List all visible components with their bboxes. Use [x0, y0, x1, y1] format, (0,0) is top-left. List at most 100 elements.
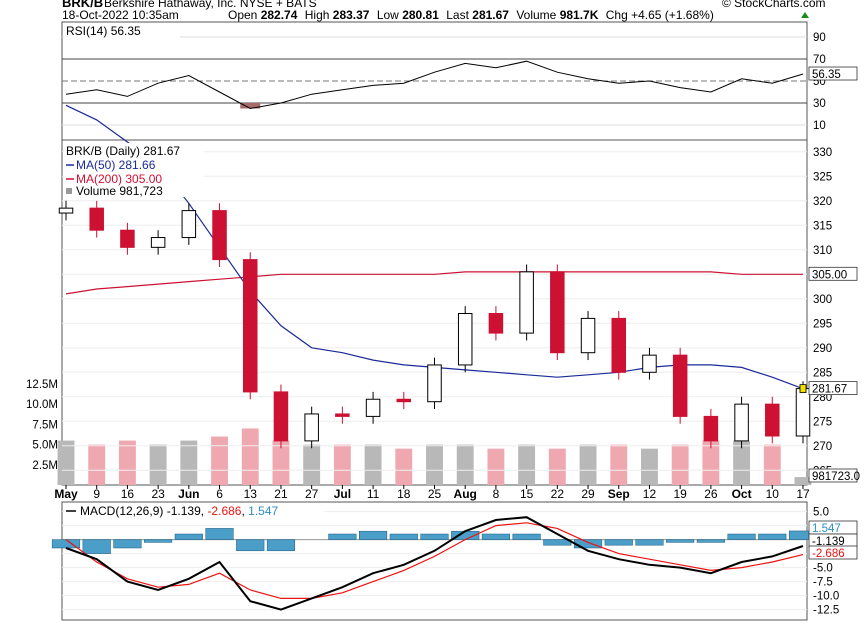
x-tick-label: Aug — [454, 487, 477, 501]
macd-histogram-bar — [696, 539, 725, 543]
price-tick: 310 — [813, 245, 832, 257]
volume-bar — [426, 444, 443, 485]
x-tick-label: 25 — [428, 487, 442, 501]
volume-bar — [641, 448, 658, 485]
macd-histogram-bar — [604, 539, 633, 546]
up-arrow-icon — [801, 12, 809, 18]
volume-tick: 10.0M — [26, 399, 58, 411]
candle-body — [672, 354, 688, 417]
macd-histogram-bar — [328, 533, 357, 540]
macd-legend-bg — [64, 504, 324, 518]
volume-bar — [518, 444, 536, 485]
candle-body — [765, 403, 780, 437]
macd-panel — [61, 501, 808, 621]
x-tick-label: 19 — [673, 487, 687, 501]
macd-signal-badge: -2.686 — [812, 548, 845, 560]
macd-tick: 5.0 — [813, 507, 829, 519]
high-label: High — [305, 8, 330, 22]
price-plot: 3303253203153103053002952902852802752702… — [26, 104, 860, 485]
price-tick: 270 — [813, 441, 832, 453]
macd-comma2: , — [241, 504, 244, 518]
x-tick-label: Oct — [732, 487, 752, 501]
macd-histogram-bar — [635, 539, 664, 546]
price-tick: 325 — [813, 171, 832, 183]
rsi-oversold-fill — [240, 103, 261, 109]
candle-body — [304, 413, 319, 442]
legend-volume: Volume 981,723 — [76, 184, 163, 198]
volume-bar — [88, 444, 106, 485]
macd-histogram-bar — [758, 533, 787, 540]
price-tick: 330 — [813, 147, 832, 159]
rsi-tick: 90 — [813, 32, 826, 44]
macd-legend: MACD(12,26,9) -1.139, -2.686, 1.547 — [64, 504, 324, 518]
macd-comma: , — [201, 504, 204, 518]
macd-histogram-bar — [82, 539, 111, 554]
volume-bar — [272, 440, 290, 485]
price-legend: BRK/B (Daily) 281.67 MA(50) 281.66 MA(20… — [64, 143, 204, 198]
volume-value: 981.7K — [560, 8, 599, 22]
ma200-badge-bg — [808, 266, 858, 281]
volume-swatch — [66, 188, 72, 194]
macd-tick: -7.5 — [813, 577, 833, 589]
low-label: Low — [377, 8, 399, 22]
macd-histogram-bar — [205, 528, 234, 540]
volume-bar — [548, 448, 566, 485]
x-tick-label: 18 — [397, 487, 411, 501]
volume-bar — [364, 444, 382, 485]
x-tick-label: 29 — [581, 487, 595, 501]
candle-body — [335, 413, 350, 417]
volume-bar — [118, 440, 136, 485]
last-price-badge: 281.67 — [812, 384, 847, 396]
candle-body — [396, 398, 412, 403]
chg-value: +4.65 (+1.68%) — [631, 8, 714, 22]
macd-macd-badge: -1.139 — [812, 536, 845, 548]
volume-bar — [303, 444, 321, 485]
macd-histogram-bar — [113, 539, 142, 549]
volume-bar — [794, 477, 812, 485]
price-tick: 295 — [813, 318, 832, 330]
price-tick: 300 — [813, 294, 832, 306]
signal-line — [65, 522, 804, 599]
company-name: Berkshire Hathaway, Inc. NYSE + BATS — [104, 0, 317, 10]
candle-body — [734, 403, 749, 442]
macd-histogram-bar — [389, 533, 418, 540]
candle-body — [611, 317, 627, 373]
price-tick: 315 — [813, 220, 832, 232]
volume-bar — [610, 444, 628, 485]
x-tick-label: 22 — [551, 487, 565, 501]
macd-histogram-bar — [573, 539, 603, 549]
quote-line: Open 282.74 High 283.37 Low 280.81 Last … — [228, 8, 714, 22]
volume-tick: 5.0M — [32, 440, 58, 452]
x-axis: May 9 16 23 Jun 6 13 21 27 Jul 11 18 25 Aug 8 15 22 29 Sep… — [54, 485, 810, 501]
last-value: 281.67 — [472, 8, 509, 22]
x-tick-label: 23 — [151, 487, 165, 501]
macd-label: MACD(12,26,9) -1.139, -2.686, 1.547 — [80, 504, 279, 518]
macd-histogram-bar — [481, 533, 510, 540]
macd-signal-badge-bg — [808, 545, 858, 560]
candle-body — [580, 317, 596, 354]
x-tick-label: 27 — [305, 487, 319, 501]
last-price-badge-bg — [808, 381, 858, 396]
legend-ma200: MA(200) 305.00 — [76, 172, 162, 186]
legend-main: BRK/B (Daily) 281.67 — [66, 144, 180, 158]
volume-bar — [57, 440, 75, 485]
rsi-badge-bg — [808, 66, 858, 81]
volume-badge-bg — [808, 468, 858, 483]
macd-tick: -12.5 — [813, 605, 839, 617]
price-legend-bg — [64, 143, 204, 197]
rsi-value: 56.35 — [111, 24, 141, 38]
candle-body — [89, 207, 104, 231]
x-tick-label: 10 — [766, 487, 780, 501]
macd-hist-value: 1.547 — [248, 504, 278, 518]
rsi-name: RSI(14) — [66, 24, 107, 38]
quote-datetime: 18-Oct-2022 10:35am — [62, 8, 179, 22]
x-tick-label: Jun — [178, 487, 199, 501]
x-tick-label: 12 — [643, 487, 657, 501]
volume-tick: 12.5M — [26, 379, 58, 391]
volume-bar — [702, 440, 720, 485]
candle-body — [703, 415, 719, 442]
macd-histogram-bar — [236, 539, 265, 552]
macd-hist-badge: 1.547 — [812, 523, 841, 535]
